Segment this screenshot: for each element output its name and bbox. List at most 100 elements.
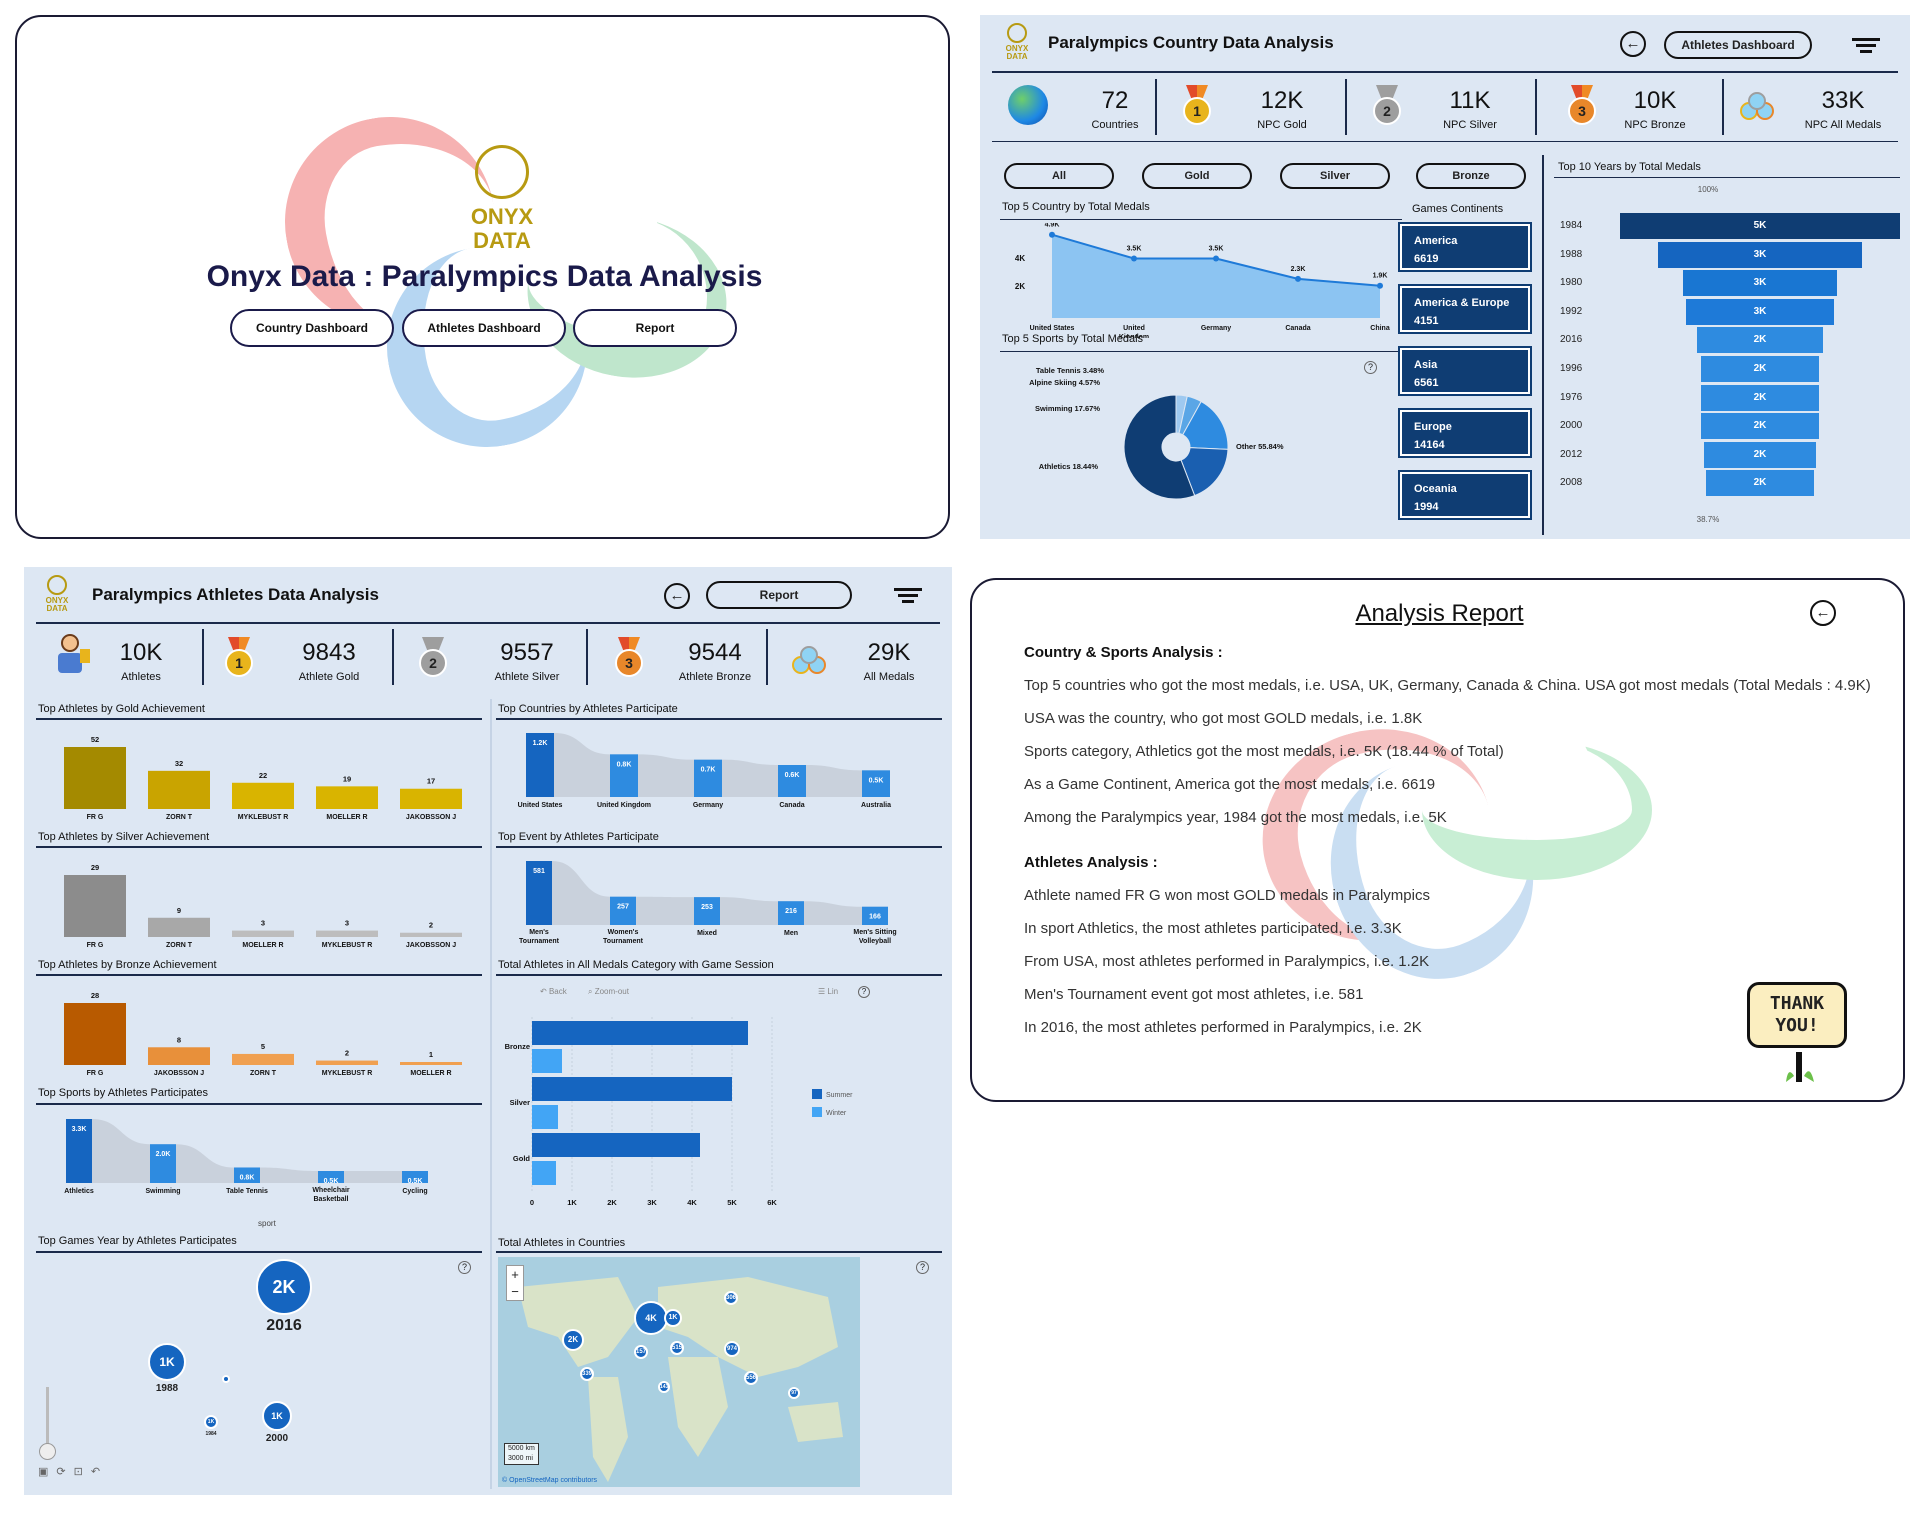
divider	[992, 141, 1898, 142]
x-tick-label: MYKLEBUST R	[322, 1070, 373, 1077]
bar	[148, 917, 210, 937]
map-bubble[interactable]: 515	[670, 1341, 684, 1355]
map-bubble[interactable]: 2K	[562, 1329, 584, 1351]
data-label: 0.6K	[785, 772, 800, 779]
bar	[64, 1003, 126, 1065]
year-bubble[interactable]: 2K	[256, 1259, 312, 1315]
help-icon[interactable]: ?	[1364, 361, 1377, 374]
map-bubble[interactable]: 339	[580, 1367, 594, 1381]
top5-sports-donut-chart: Table Tennis 3.48% Alpine Skiing 4.57% Swi…	[1029, 366, 1284, 500]
funnel-bar[interactable]: 3K	[1685, 298, 1835, 325]
logo-text: ONYX DATA	[470, 204, 534, 253]
bar	[148, 770, 210, 809]
data-label: 1	[429, 1050, 433, 1059]
play-axis-slider[interactable]	[39, 1443, 56, 1460]
map-bubble[interactable]: 1K	[664, 1309, 682, 1327]
filter-menu-icon[interactable]	[894, 585, 922, 605]
chart-title: Top Games Year by Athletes Participates	[38, 1235, 237, 1247]
athletes-dashboard-button[interactable]: Athletes Dashboard	[1664, 31, 1812, 59]
filter-gold-button[interactable]: Gold	[1142, 163, 1252, 189]
year-label: 2000	[265, 1433, 289, 1444]
continent-card[interactable]: Europe 14164	[1398, 408, 1532, 458]
filter-menu-icon[interactable]	[1852, 35, 1880, 55]
funnel-bar[interactable]: 3K	[1657, 241, 1863, 268]
x-tick-label: Tournament	[519, 938, 560, 945]
kpi-countries: 72 Countries	[1091, 87, 1139, 131]
x-tick-label: Volleyball	[859, 938, 891, 945]
funnel-bar[interactable]: 5K	[1620, 213, 1900, 239]
back-arrow-icon[interactable]: ←	[1810, 600, 1836, 626]
section-heading: Athletes Analysis :	[1024, 854, 1158, 871]
chart-title: Top Event by Athletes Participate	[498, 831, 659, 843]
year-bubble[interactable]: 1K	[148, 1343, 186, 1381]
continent-card[interactable]: America 6619	[1398, 222, 1532, 272]
divider	[1554, 177, 1900, 178]
filter-bronze-button[interactable]: Bronze	[1416, 163, 1526, 189]
y-tick-label: Silver	[510, 1098, 531, 1107]
bar	[232, 930, 294, 937]
map-bubble[interactable]: 974	[724, 1341, 740, 1357]
kpi-athletes: 10K Athletes	[119, 639, 163, 683]
data-label: 3.5K	[1209, 246, 1224, 253]
funnel-bar[interactable]: 2K	[1705, 470, 1815, 497]
zoom-in-button[interactable]: +	[511, 1267, 519, 1282]
funnel-bar[interactable]: 2K	[1701, 413, 1819, 440]
athletes-map[interactable]: + − 5000 km 3000 mi © OpenStreetMap contri…	[498, 1257, 860, 1487]
year-bubble[interactable]: 1K	[262, 1401, 292, 1431]
divider	[1345, 79, 1347, 135]
donut-slice	[1180, 447, 1229, 497]
continent-card[interactable]: Oceania 1994	[1398, 470, 1532, 520]
kpi-npc-silver: 11K NPC Silver	[1443, 87, 1497, 131]
filter-all-button[interactable]: All	[1004, 163, 1114, 189]
divider	[1535, 79, 1537, 135]
funnel-year-label: 1992	[1560, 305, 1583, 317]
funnel-bar[interactable]: 2K	[1701, 384, 1819, 411]
bronze-medal-icon: 3	[612, 637, 646, 677]
x-tick-label: 4K	[687, 1198, 697, 1207]
athlete-icon	[50, 631, 92, 679]
year-bubble[interactable]	[222, 1375, 230, 1383]
back-arrow-icon[interactable]: ←	[1620, 31, 1646, 57]
slice-label: Alpine Skiing 4.57%	[1029, 378, 1100, 387]
continent-card[interactable]: America & Europe 4151	[1398, 284, 1532, 334]
chart-title: Total Athletes in All Medals Category wi…	[498, 959, 774, 971]
help-icon[interactable]: ?	[858, 986, 870, 998]
athletes-dashboard-button[interactable]: Athletes Dashboard	[402, 309, 566, 347]
help-icon[interactable]: ?	[458, 1261, 471, 1274]
funnel-bar[interactable]: 2K	[1704, 441, 1816, 468]
map-bubble[interactable]: 4K	[634, 1301, 668, 1335]
map-bubble[interactable]: 143	[658, 1381, 670, 1393]
funnel-year-label: 2000	[1560, 420, 1583, 432]
ribbon-bar	[610, 754, 638, 797]
visual-toolbar-icons[interactable]: ▣⟳⊡↶	[38, 1466, 109, 1478]
data-label: 32	[175, 759, 183, 768]
zoom-out-toolbar-button[interactable]: ⌕ Zoom-out	[588, 987, 629, 996]
ribbon-bar	[862, 770, 890, 797]
silver-athletes-bar-chart: 29 FR G 9 ZORN T 3 MOELLER R 3 MYKLEBUST R 2 JAKO…	[64, 863, 462, 949]
map-bubble[interactable]: 97	[788, 1387, 800, 1399]
continent-card[interactable]: Asia 6561	[1398, 346, 1532, 396]
map-zoom-control[interactable]: + −	[506, 1265, 524, 1301]
funnel-bar[interactable]: 2K	[1697, 327, 1823, 354]
year-bubble[interactable]: 1K	[204, 1415, 218, 1429]
map-bubble[interactable]: 556	[744, 1371, 758, 1385]
back-arrow-icon[interactable]: ←	[664, 583, 690, 609]
report-button[interactable]: Report	[706, 581, 852, 609]
ribbon-bar	[526, 861, 552, 925]
report-button[interactable]: Report	[573, 309, 737, 347]
map-bubble[interactable]: 306	[724, 1291, 738, 1305]
kpi-npc-gold: 12K NPC Gold	[1257, 87, 1307, 131]
help-icon[interactable]: ?	[916, 1261, 929, 1274]
country-dashboard-button[interactable]: Country Dashboard	[230, 309, 394, 347]
zoom-out-button[interactable]: −	[511, 1284, 519, 1299]
divider	[496, 974, 942, 976]
medals-session-bar-chart: 0 1K 2K 3K 4K 5K 6K Bronze Silver Gold Summer Winte…	[505, 1017, 853, 1207]
funnel-bar[interactable]: 2K	[1701, 356, 1819, 382]
linear-scale-toggle[interactable]: ☰ Lin	[818, 987, 839, 996]
onyx-logo: ONYX DATA	[42, 575, 72, 615]
filter-silver-button[interactable]: Silver	[1280, 163, 1390, 189]
map-bubble[interactable]: 157	[634, 1345, 648, 1359]
funnel-bar[interactable]: 3K	[1683, 270, 1837, 297]
top5-country-area-chart: 4K 2K 4.9K United States 3.5K United Kingdom 3.…	[1015, 223, 1390, 338]
back-toolbar-button[interactable]: ↶ Back	[540, 987, 567, 996]
